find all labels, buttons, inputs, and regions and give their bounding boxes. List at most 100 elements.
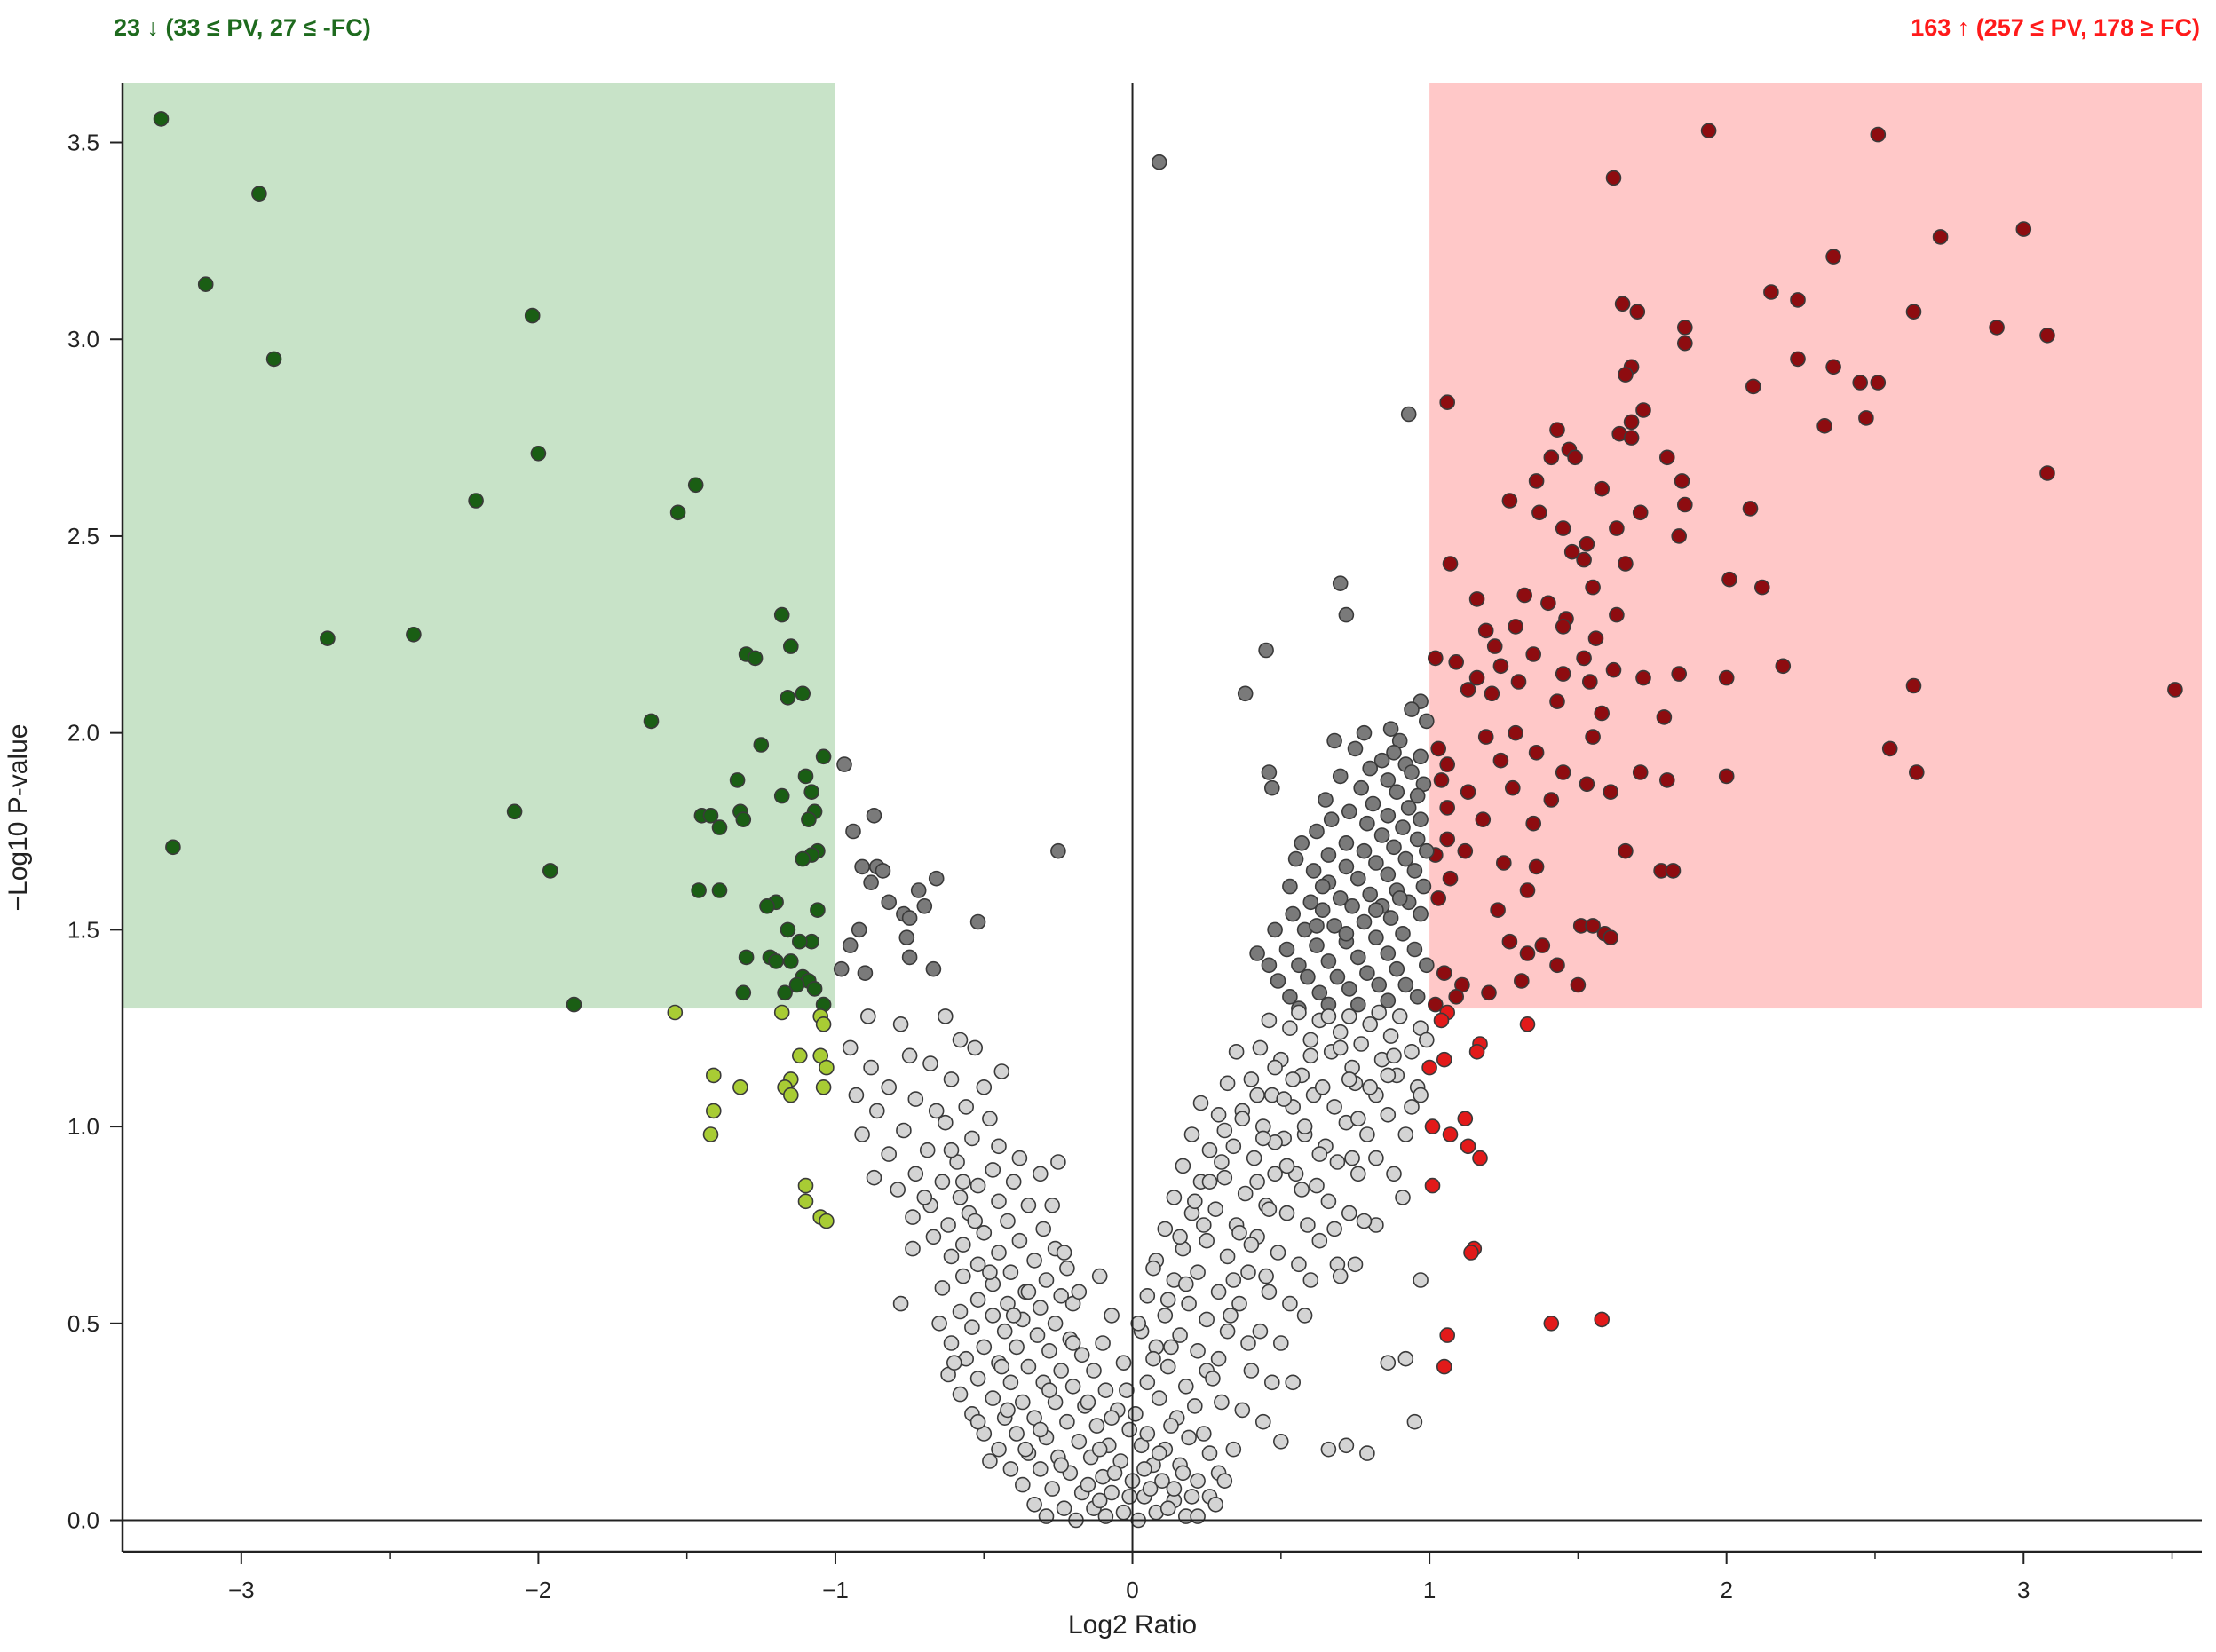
data-point: [1413, 1272, 1429, 1288]
data-point: [1442, 1126, 1459, 1142]
data-point: [890, 1182, 906, 1198]
data-point: [1181, 1429, 1197, 1446]
data-point: [1397, 1350, 1414, 1367]
data-point: [1178, 1276, 1194, 1292]
x-tick-label: −3: [228, 1577, 255, 1603]
data-point: [1056, 1245, 1072, 1261]
data-point: [1490, 902, 1506, 918]
data-point: [801, 811, 817, 828]
data-point: [922, 1055, 938, 1071]
data-point: [1154, 1473, 1170, 1489]
data-point: [1579, 535, 1595, 552]
series-4: [833, 154, 1435, 1016]
data-point: [1252, 1323, 1269, 1340]
data-point: [1359, 1126, 1375, 1142]
data-point: [1386, 839, 1402, 856]
data-point: [1296, 1118, 1313, 1134]
data-point: [1468, 591, 1485, 607]
data-point: [1816, 417, 1832, 434]
data-point: [1231, 1295, 1247, 1312]
data-point: [643, 713, 660, 730]
data-point: [1419, 1032, 1435, 1048]
data-point: [1219, 1248, 1236, 1265]
data-point: [1261, 1012, 1278, 1029]
up-regulated-region: [1429, 83, 2202, 1009]
data-point: [1525, 815, 1541, 832]
data-point: [791, 933, 808, 950]
series-5: [842, 1004, 1435, 1529]
data-point: [1359, 1445, 1375, 1461]
data-point: [1246, 1150, 1262, 1166]
data-point: [1231, 1225, 1247, 1241]
data-point: [1026, 1497, 1042, 1513]
data-point: [845, 823, 861, 840]
data-point: [810, 902, 826, 918]
data-point: [1064, 1379, 1081, 1395]
data-point: [1413, 811, 1429, 828]
data-point: [780, 921, 796, 938]
data-point: [1190, 1508, 1206, 1524]
data-point: [982, 1111, 998, 1126]
data-point: [819, 1059, 835, 1076]
data-point: [1989, 320, 2005, 336]
data-point: [1326, 1099, 1342, 1115]
data-point: [711, 882, 728, 898]
data-point: [1439, 1327, 1455, 1343]
data-point: [1347, 740, 1364, 757]
data-point: [1380, 1107, 1397, 1123]
data-point: [2039, 465, 2055, 481]
data-point: [943, 1335, 960, 1351]
data-point: [1525, 646, 1541, 662]
data-point: [1775, 658, 1792, 675]
data-point: [705, 1103, 722, 1119]
data-point: [1249, 945, 1265, 961]
data-point: [1151, 1390, 1167, 1406]
data-point: [1674, 473, 1690, 489]
data-point: [938, 1114, 954, 1131]
data-point: [1659, 772, 1675, 788]
data-point: [691, 882, 707, 898]
data-point: [940, 1217, 956, 1233]
data-point: [970, 1292, 986, 1308]
data-point: [1389, 784, 1405, 801]
data-point: [955, 1174, 971, 1190]
data-point: [1528, 744, 1545, 761]
data-point: [1492, 658, 1509, 675]
data-point: [1139, 1288, 1156, 1304]
data-point: [1166, 1190, 1183, 1205]
data-point: [1350, 1166, 1366, 1182]
data-point: [1614, 296, 1631, 312]
data-point: [1121, 1421, 1137, 1438]
data-point: [881, 1146, 898, 1162]
data-point: [1282, 989, 1298, 1005]
data-point: [1332, 1268, 1349, 1284]
data-point: [1718, 669, 1735, 686]
data-point: [1311, 1146, 1328, 1162]
data-point: [1207, 1201, 1223, 1217]
data-point: [1332, 1024, 1349, 1040]
data-point: [1311, 1232, 1328, 1249]
data-point: [982, 1264, 998, 1280]
data-point: [1264, 779, 1280, 796]
data-point: [1002, 1461, 1019, 1477]
data-point: [982, 1453, 998, 1469]
data-point: [1555, 764, 1571, 780]
data-point: [773, 606, 790, 623]
data-point: [1585, 579, 1601, 596]
data-point: [866, 1169, 882, 1186]
y-tick-label: 2.0: [67, 720, 99, 747]
data-point: [1059, 1260, 1075, 1277]
data-point: [1463, 1245, 1479, 1261]
data-point: [1163, 1418, 1179, 1434]
data-point: [768, 953, 784, 969]
data-point: [1187, 1398, 1203, 1414]
data-point: [1097, 1508, 1114, 1524]
data-point: [1496, 855, 1512, 871]
data-point: [1020, 1198, 1037, 1213]
series-3: [1421, 1004, 1610, 1375]
data-point: [1430, 740, 1446, 757]
data-point: [1115, 1355, 1132, 1371]
data-point: [1166, 1481, 1183, 1497]
data-point: [901, 949, 918, 966]
down-regulated-summary: 23 ↓ (33 ≤ PV, 27 ≤ -FC): [114, 14, 371, 41]
